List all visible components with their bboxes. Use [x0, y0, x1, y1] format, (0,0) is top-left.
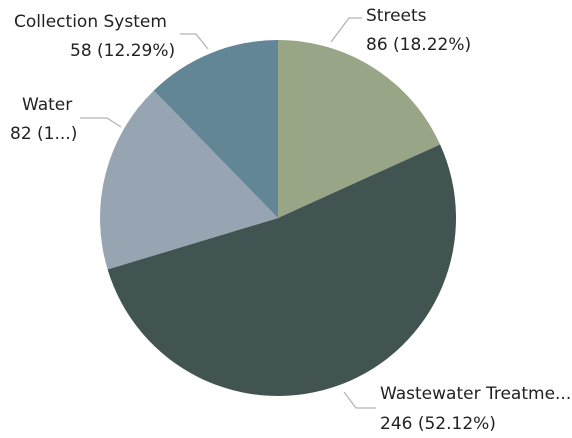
slice-value-wastewater-treatment: 246 (52.12%)	[380, 414, 496, 434]
slice-label-water: Water	[22, 95, 72, 115]
slice-value-water: 82 (1...)	[10, 124, 77, 144]
leader-lines	[80, 17, 376, 409]
pie-slice-water	[99, 90, 278, 270]
pie-slice-streets	[278, 40, 441, 218]
leader-line-collection-system	[180, 33, 209, 50]
slice-value-collection-system: 58 (12.29%)	[70, 41, 175, 61]
leader-line-wastewater-treatment	[343, 391, 376, 409]
pie-slice-collection-system	[153, 39, 278, 218]
slice-label-wastewater-treatment: Wastewater Treatme...	[380, 384, 571, 404]
slice-label-streets: Streets	[366, 6, 427, 26]
leader-line-water	[80, 117, 122, 128]
pie-slice-wastewater-treatment	[107, 144, 457, 397]
slice-label-collection-system: Collection System	[14, 12, 167, 32]
slice-value-streets: 86 (18.22%)	[366, 35, 471, 55]
leader-line-streets	[330, 17, 362, 43]
pie-slices	[99, 39, 457, 397]
